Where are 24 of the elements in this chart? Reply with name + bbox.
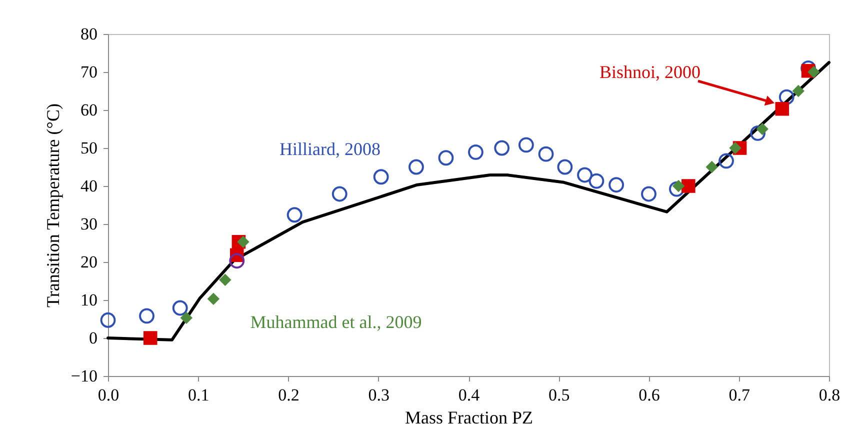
- x-tick-label: 0.7: [728, 386, 750, 404]
- y-tick-label: 20: [80, 252, 98, 272]
- y-tick-label: 70: [80, 62, 98, 82]
- series-label: Hilliard, 2008: [280, 139, 380, 159]
- y-tick-label: 80: [80, 24, 98, 44]
- y-tick-label: 60: [80, 100, 98, 120]
- x-tick-label: 0.8: [818, 386, 840, 404]
- x-axis-title: Mass Fraction PZ: [405, 408, 533, 428]
- y-tick-label: 0: [89, 328, 98, 348]
- x-tick-label: 0.1: [188, 386, 210, 404]
- y-tick-label: 40: [80, 176, 98, 196]
- x-tick-label: 0.2: [278, 386, 300, 404]
- y-tick-label: 30: [80, 214, 98, 234]
- y-axis-title: Transition Temperature (°C): [42, 104, 63, 308]
- x-tick-label: 0.3: [368, 386, 390, 404]
- x-tick-label: 0.6: [638, 386, 660, 404]
- text: Bishnoi, 2000: [599, 62, 701, 82]
- y-tick-label: 50: [80, 138, 98, 158]
- x-tick-label: 0.4: [458, 386, 480, 404]
- y-tick-label: −10: [70, 366, 98, 386]
- x-tick-label: 0.0: [98, 386, 120, 404]
- series-label: Muhammad et al., 2009: [250, 312, 422, 332]
- x-tick-label: 0.5: [548, 386, 570, 404]
- y-tick-label: 10: [80, 290, 98, 310]
